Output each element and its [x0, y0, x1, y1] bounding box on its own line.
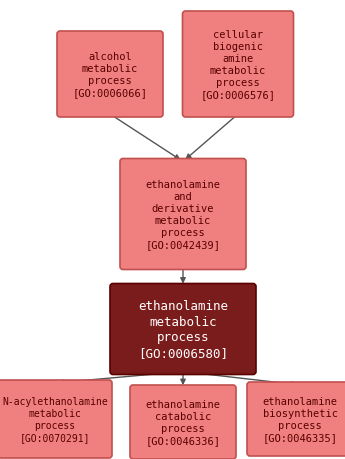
FancyBboxPatch shape — [0, 380, 112, 458]
FancyBboxPatch shape — [110, 284, 256, 375]
FancyBboxPatch shape — [57, 32, 163, 118]
FancyBboxPatch shape — [120, 159, 246, 270]
FancyBboxPatch shape — [247, 382, 345, 456]
FancyBboxPatch shape — [183, 12, 294, 118]
FancyBboxPatch shape — [130, 385, 236, 459]
Text: ethanolamine
catabolic
process
[GO:0046336]: ethanolamine catabolic process [GO:00463… — [146, 399, 220, 445]
Text: cellular
biogenic
amine
metabolic
process
[GO:0006576]: cellular biogenic amine metabolic proces… — [200, 30, 276, 100]
Text: N-acylethanolamine
metabolic
process
[GO:0070291]: N-acylethanolamine metabolic process [GO… — [2, 396, 108, 442]
Text: ethanolamine
and
derivative
metabolic
process
[GO:0042439]: ethanolamine and derivative metabolic pr… — [146, 179, 220, 249]
Text: ethanolamine
metabolic
process
[GO:0006580]: ethanolamine metabolic process [GO:00065… — [138, 300, 228, 359]
Text: ethanolamine
biosynthetic
process
[GO:0046335]: ethanolamine biosynthetic process [GO:00… — [263, 396, 337, 442]
Text: alcohol
metabolic
process
[GO:0006066]: alcohol metabolic process [GO:0006066] — [72, 52, 148, 98]
